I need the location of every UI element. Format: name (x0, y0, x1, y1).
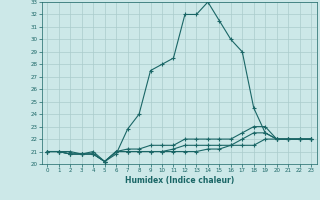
X-axis label: Humidex (Indice chaleur): Humidex (Indice chaleur) (124, 176, 234, 185)
